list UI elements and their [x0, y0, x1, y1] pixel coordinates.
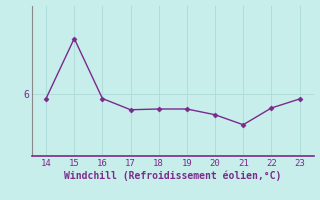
- X-axis label: Windchill (Refroidissement éolien,°C): Windchill (Refroidissement éolien,°C): [64, 171, 282, 181]
